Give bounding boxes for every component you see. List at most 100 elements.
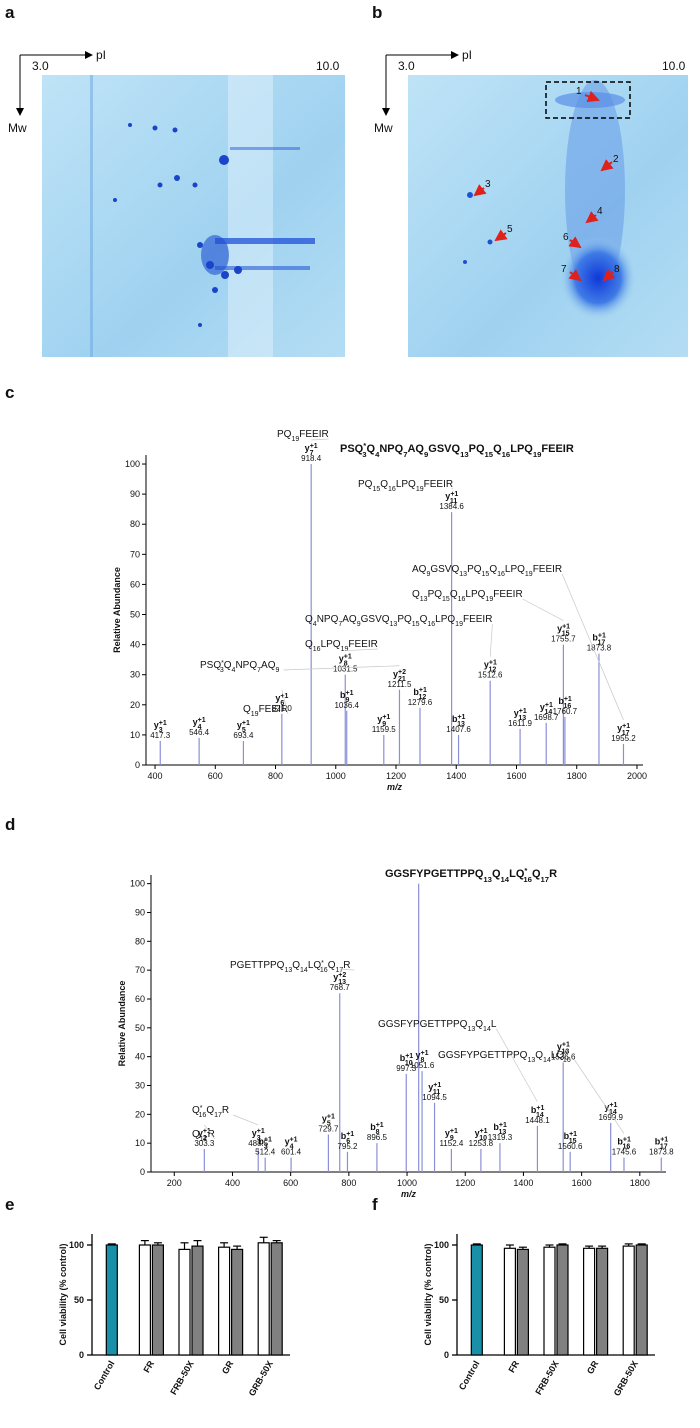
- y-tick-label: 0: [140, 1167, 145, 1177]
- ion-charge: +1: [257, 1127, 265, 1134]
- ion-label: b+1 12: [413, 686, 427, 700]
- y-tick-label: 70: [130, 549, 140, 559]
- peak-label: 693.4: [233, 731, 254, 740]
- y-tick-label: 60: [135, 994, 145, 1004]
- text-run: 16: [502, 450, 511, 459]
- text-run: Q: [367, 443, 376, 455]
- x-axis-label: m/z: [401, 1189, 417, 1199]
- ion-charge: +1: [159, 719, 167, 726]
- ion-index: 17: [598, 639, 606, 646]
- text-run: *: [524, 866, 527, 875]
- ion-label: b+1 3: [258, 1136, 272, 1150]
- text-run: Q: [450, 589, 458, 600]
- spot-label: 7: [561, 264, 567, 275]
- ion: y: [604, 1102, 609, 1112]
- peak-label: 768.7: [330, 983, 351, 992]
- ion-charge: +1: [382, 713, 390, 720]
- ion-index: 2: [203, 1134, 207, 1141]
- x-tick-label: 600: [283, 1178, 298, 1188]
- ion: b: [370, 1122, 376, 1132]
- text-run: FEEIR: [463, 614, 492, 625]
- y-tick-label: 100: [130, 879, 145, 889]
- text-run: R: [222, 1105, 229, 1116]
- text-run: Q: [192, 1129, 200, 1140]
- ion: y: [333, 972, 338, 982]
- gel-spot: [555, 92, 625, 108]
- y-tick-label: 0: [79, 1350, 84, 1360]
- ion-index: 4: [198, 723, 202, 730]
- ion: y: [617, 723, 622, 733]
- text-run: Q: [224, 660, 232, 671]
- peak-label: 1448.1: [525, 1116, 550, 1125]
- ion: b: [341, 1131, 347, 1141]
- spot-arrow: [600, 159, 614, 172]
- bar: [138, 1244, 151, 1356]
- ion-index: 15: [562, 630, 570, 637]
- y-tick-label: 10: [135, 1138, 145, 1148]
- ion-label: y+1 4: [285, 1136, 298, 1150]
- peak-label: 546.4: [189, 728, 210, 737]
- ion-label: y+1 14: [540, 701, 553, 715]
- ion-charge: +1: [499, 1122, 507, 1129]
- ion-charge: +1: [545, 701, 553, 708]
- text-run: AQ: [342, 614, 357, 625]
- ion-label: y+1 11: [428, 1081, 441, 1095]
- ion-index: 5: [242, 726, 246, 733]
- text-run: Q: [412, 589, 420, 600]
- leader-line: [311, 438, 329, 441]
- fragment-label: Q19FEEIR: [243, 704, 288, 718]
- text-run: 3: [362, 450, 366, 459]
- text-run: PSQ: [340, 443, 364, 455]
- gel-spot: [219, 155, 229, 165]
- y-tick-label: 80: [135, 936, 145, 946]
- bar: [151, 1244, 164, 1356]
- text-run: LPQ: [321, 639, 341, 650]
- ion-label: b+1 17: [592, 632, 606, 646]
- gel-y-axis: Mw: [374, 121, 393, 135]
- ion-index: 8: [421, 1057, 425, 1064]
- ion-index: 15: [569, 1137, 577, 1144]
- text-run: PQ: [277, 429, 292, 440]
- ion-index: 16: [623, 1143, 631, 1150]
- x-tick-label: 1200: [455, 1178, 475, 1188]
- ion-label: y+2 13: [333, 972, 346, 986]
- bar: [270, 1242, 283, 1356]
- text-run: 9: [426, 571, 430, 578]
- y-tick-label: 30: [135, 1080, 145, 1090]
- ion-charge: +1: [419, 686, 427, 693]
- peak-label: 417.3: [150, 731, 171, 740]
- leader-line: [522, 598, 564, 621]
- text-run: Q: [305, 614, 313, 625]
- ion: y: [285, 1137, 290, 1147]
- leader-line: [496, 1028, 538, 1103]
- ion-label: y+1 3: [154, 719, 167, 733]
- ion-charge: +1: [480, 1127, 488, 1134]
- ion: y: [275, 693, 280, 703]
- ion-index: 10: [405, 1059, 413, 1066]
- gel-spot: [234, 266, 242, 274]
- gel-spot: [128, 123, 132, 127]
- panel-label: b: [372, 3, 382, 22]
- ion-index: 4: [290, 1143, 294, 1150]
- ion-index: 11: [450, 498, 458, 505]
- ion-charge: +1: [280, 692, 288, 699]
- ion-index: 16: [563, 702, 571, 709]
- ion-charge: +1: [290, 1136, 298, 1143]
- fragment-label: Q13PQ15Q16LPQ19FEEIR: [412, 589, 523, 603]
- ion-label: y+1 4: [193, 716, 206, 730]
- ion-label: y+1 5: [322, 1113, 335, 1127]
- gel-y-axis: Mw: [8, 121, 27, 135]
- ion-index: 6: [280, 699, 284, 706]
- text-run: 13: [460, 450, 469, 459]
- ion: b: [258, 1137, 264, 1147]
- leader-line: [345, 648, 378, 652]
- x-tick-label: 800: [341, 1178, 356, 1188]
- text-run: Q: [305, 639, 313, 650]
- ion-charge: +2: [338, 972, 346, 979]
- y-tick-label: 10: [130, 730, 140, 740]
- text-run: 16: [563, 1057, 571, 1064]
- ion-charge: +1: [203, 1127, 211, 1134]
- text-run: LPQ: [510, 443, 533, 455]
- panel-label: a: [5, 3, 15, 22]
